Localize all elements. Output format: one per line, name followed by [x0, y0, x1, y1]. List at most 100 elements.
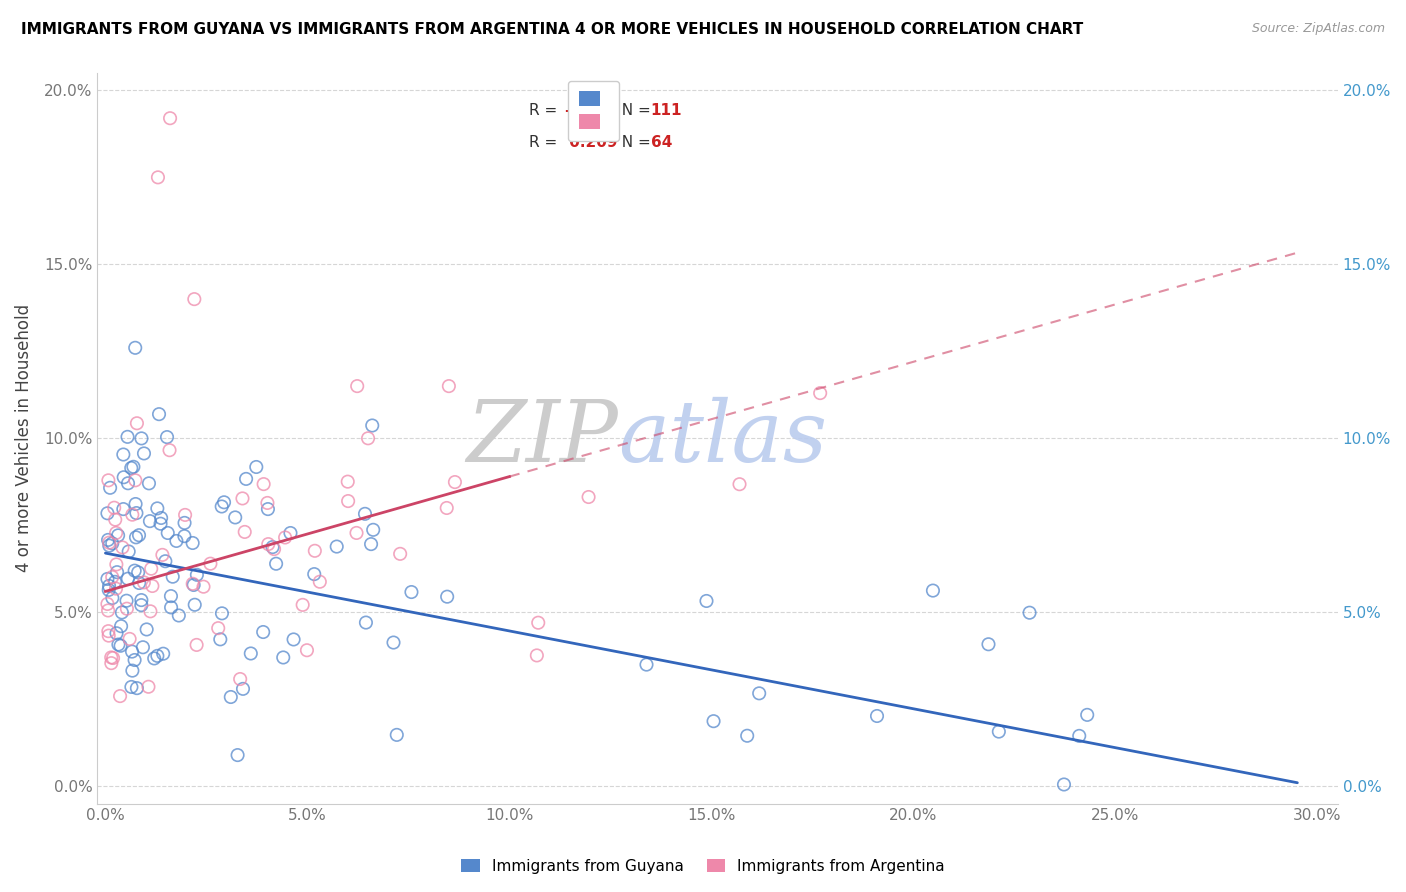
Point	[105, 565, 128, 579]
Point	[132, 575, 155, 590]
Point	[110, 619, 132, 633]
Point	[101, 536, 124, 550]
Point	[121, 644, 143, 658]
Point	[135, 623, 157, 637]
Point	[125, 416, 148, 430]
Point	[527, 615, 550, 630]
Point	[141, 579, 163, 593]
Point	[125, 681, 148, 695]
Point	[101, 570, 124, 584]
Point	[173, 516, 195, 530]
Point	[128, 528, 150, 542]
Point	[291, 598, 314, 612]
Point	[337, 494, 360, 508]
Point	[97, 624, 120, 639]
Point	[149, 516, 172, 531]
Point	[336, 475, 359, 489]
Point	[866, 709, 889, 723]
Point	[138, 476, 160, 491]
Point	[354, 507, 377, 521]
Point	[1018, 606, 1040, 620]
Point	[232, 681, 254, 696]
Point	[257, 502, 280, 516]
Point	[125, 530, 148, 544]
Point	[131, 593, 153, 607]
Point	[120, 461, 142, 475]
Point	[101, 591, 124, 605]
Point	[283, 632, 305, 647]
Point	[636, 657, 658, 672]
Point	[354, 615, 377, 630]
Legend: , : ,	[568, 80, 619, 141]
Text: Source: ZipAtlas.com: Source: ZipAtlas.com	[1251, 22, 1385, 36]
Point	[131, 598, 153, 612]
Point	[159, 443, 181, 458]
Y-axis label: 4 or more Vehicles in Household: 4 or more Vehicles in Household	[15, 304, 32, 573]
Point	[139, 604, 162, 618]
Point	[183, 292, 205, 306]
Point	[162, 570, 184, 584]
Point	[152, 548, 174, 562]
Point	[401, 585, 423, 599]
Point	[122, 459, 145, 474]
Point	[346, 379, 368, 393]
Point	[361, 523, 384, 537]
Point	[257, 537, 280, 551]
Point	[121, 508, 143, 522]
Point	[211, 607, 233, 621]
Point	[695, 594, 717, 608]
Point	[125, 506, 148, 520]
Point	[121, 664, 143, 678]
Point	[436, 500, 458, 515]
Point	[1076, 707, 1098, 722]
Point	[252, 625, 274, 640]
Point	[184, 598, 207, 612]
Point	[112, 470, 135, 484]
Point	[174, 508, 197, 522]
Point	[127, 566, 149, 580]
Point	[107, 638, 129, 652]
Point	[155, 554, 177, 568]
Point	[146, 648, 169, 663]
Point	[97, 582, 120, 597]
Point	[200, 557, 222, 571]
Point	[181, 576, 204, 591]
Point	[146, 170, 169, 185]
Point	[124, 473, 146, 487]
Point	[977, 637, 1000, 651]
Point	[256, 496, 278, 510]
Point	[138, 680, 160, 694]
Point	[728, 477, 751, 491]
Point	[207, 621, 229, 635]
Point	[117, 476, 139, 491]
Point	[160, 600, 183, 615]
Point	[1069, 729, 1091, 743]
Point	[97, 629, 120, 643]
Point	[173, 529, 195, 543]
Point	[253, 477, 276, 491]
Point	[115, 593, 138, 607]
Point	[101, 651, 124, 665]
Point	[360, 537, 382, 551]
Point	[96, 597, 118, 611]
Point	[165, 533, 187, 548]
Point	[105, 582, 128, 596]
Point	[124, 564, 146, 578]
Point	[120, 680, 142, 694]
Text: ZIP: ZIP	[467, 397, 619, 480]
Point	[141, 562, 163, 576]
Point	[96, 572, 118, 586]
Point	[436, 590, 458, 604]
Point	[117, 572, 139, 586]
Point	[118, 544, 141, 558]
Point	[385, 728, 408, 742]
Point	[156, 430, 179, 444]
Point	[159, 112, 181, 126]
Point	[110, 639, 132, 653]
Point	[105, 525, 128, 540]
Point	[262, 540, 284, 554]
Point	[146, 501, 169, 516]
Point	[578, 490, 600, 504]
Point	[235, 472, 257, 486]
Point	[263, 542, 285, 557]
